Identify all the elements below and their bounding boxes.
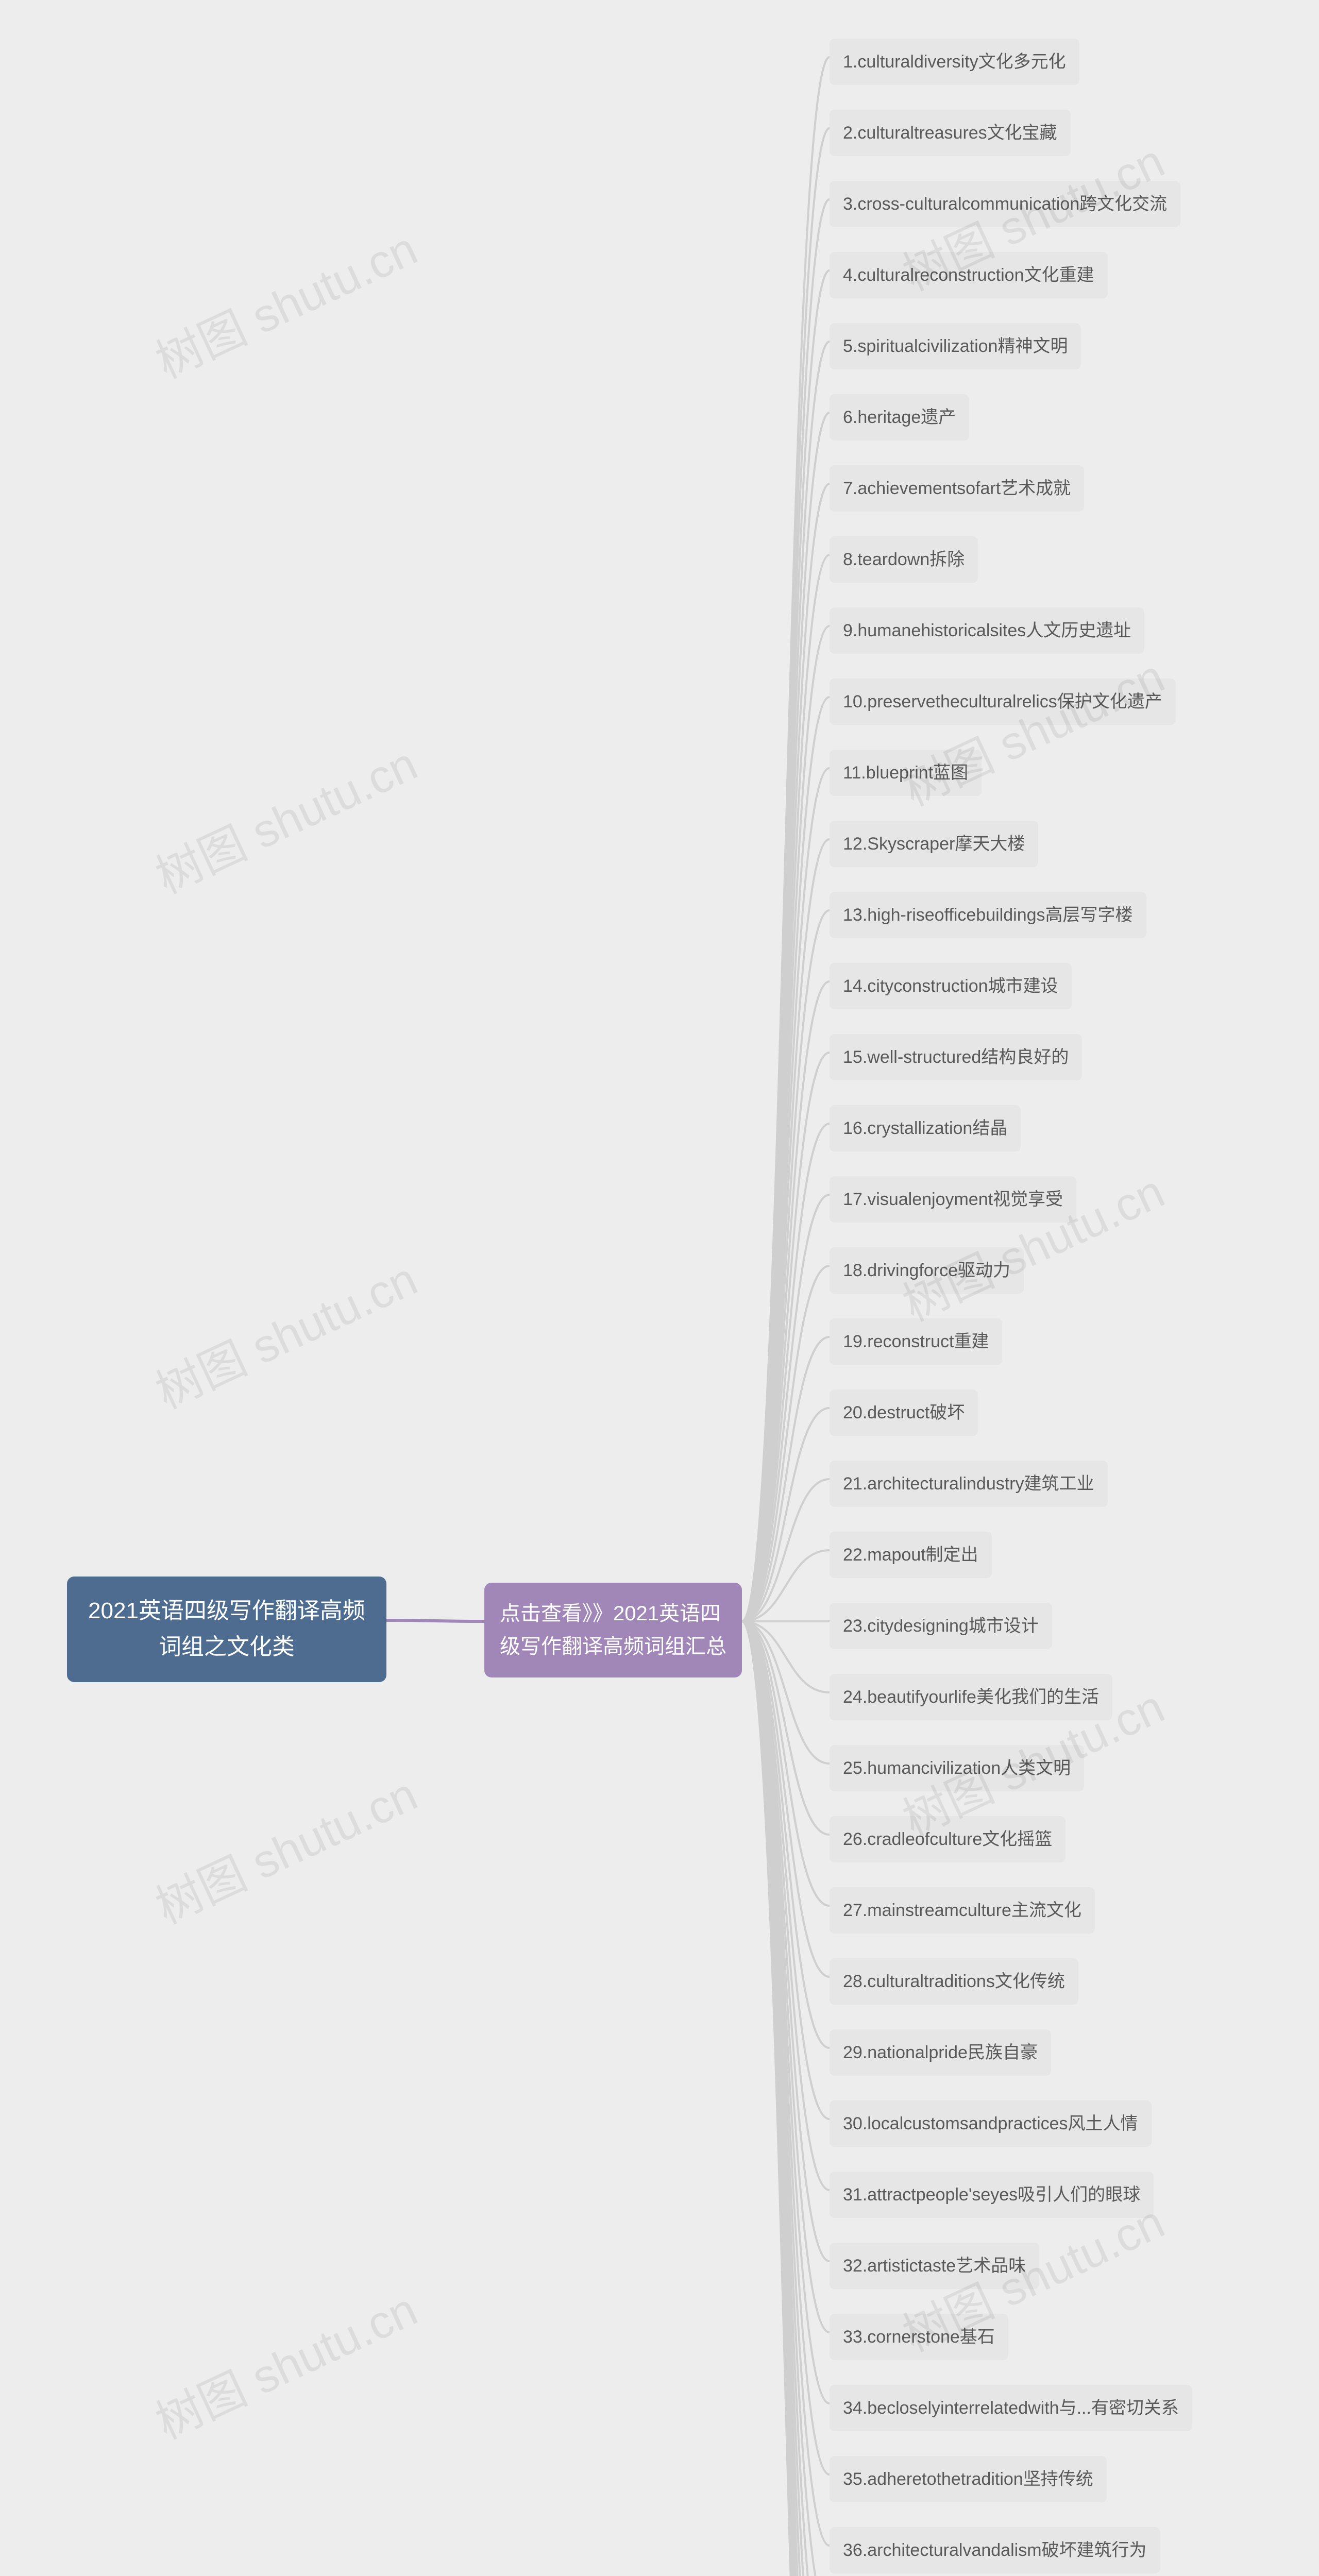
leaf-node[interactable]: 25.humancivilization人类文明 [830, 1745, 1084, 1791]
leaf-node[interactable]: 13.high-riseofficebuildings高层写字楼 [830, 892, 1146, 938]
leaf-node[interactable]: 11.blueprint蓝图 [830, 750, 982, 796]
leaf-label: 36.architecturalvandalism破坏建筑行为 [843, 2536, 1147, 2564]
leaf-label: 21.architecturalindustry建筑工业 [843, 1470, 1094, 1498]
leaf-label: 25.humancivilization人类文明 [843, 1754, 1071, 1782]
leaf-label: 9.humanehistoricalsites人文历史遗址 [843, 617, 1131, 645]
leaf-node[interactable]: 21.architecturalindustry建筑工业 [830, 1461, 1108, 1507]
leaf-label: 23.citydesigning城市设计 [843, 1612, 1039, 1640]
leaf-label: 4.culturalreconstruction文化重建 [843, 261, 1094, 289]
leaf-label: 3.cross-culturalcommunication跨文化交流 [843, 190, 1167, 218]
leaf-node[interactable]: 18.drivingforce驱动力 [830, 1247, 1024, 1294]
leaf-node[interactable]: 30.localcustomsandpractices风土人情 [830, 2100, 1152, 2147]
leaf-node[interactable]: 28.culturaltraditions文化传统 [830, 1958, 1078, 2005]
leaf-node[interactable]: 9.humanehistoricalsites人文历史遗址 [830, 607, 1144, 654]
connector [386, 1620, 484, 1621]
leaf-label: 8.teardown拆除 [843, 546, 965, 573]
leaf-label: 24.beautifyourlife美化我们的生活 [843, 1683, 1099, 1711]
leaf-label: 19.reconstruct重建 [843, 1328, 989, 1355]
leaf-node[interactable]: 6.heritage遗产 [830, 394, 969, 440]
leaf-label: 14.cityconstruction城市建设 [843, 972, 1058, 1000]
leaf-label: 5.spiritualcivilization精神文明 [843, 332, 1068, 360]
connector [742, 128, 830, 1621]
leaf-label: 28.culturaltraditions文化传统 [843, 1968, 1065, 1995]
root-label: 2021英语四级写作翻译高频词组之文化类 [82, 1593, 371, 1666]
leaf-label: 11.blueprint蓝图 [843, 759, 968, 787]
leaf-node[interactable]: 36.architecturalvandalism破坏建筑行为 [830, 2527, 1160, 2573]
leaf-node[interactable]: 32.artistictaste艺术品味 [830, 2243, 1039, 2289]
middle-label: 点击查看》》2021英语四级写作翻译高频词组汇总 [500, 1597, 726, 1663]
leaf-node[interactable]: 2.culturaltreasures文化宝藏 [830, 110, 1071, 156]
connector [742, 270, 830, 1621]
leaf-node[interactable]: 27.mainstreamculture主流文化 [830, 1887, 1095, 1934]
leaf-node[interactable]: 26.cradleofculture文化摇篮 [830, 1816, 1066, 1862]
leaf-node[interactable]: 15.well-structured结构良好的 [830, 1034, 1082, 1080]
leaf-node[interactable]: 1.culturaldiversity文化多元化 [830, 39, 1079, 85]
leaf-label: 18.drivingforce驱动力 [843, 1257, 1010, 1284]
leaf-label: 22.mapout制定出 [843, 1541, 978, 1569]
leaf-label: 32.artistictaste艺术品味 [843, 2252, 1026, 2280]
leaf-node[interactable]: 20.destruct破坏 [830, 1389, 978, 1436]
leaf-node[interactable]: 10.preservetheculturalrelics保护文化遗产 [830, 679, 1176, 725]
connector [742, 626, 830, 1621]
leaf-label: 6.heritage遗产 [843, 403, 956, 431]
connector [742, 555, 830, 1621]
middle-node[interactable]: 点击查看》》2021英语四级写作翻译高频词组汇总 [484, 1583, 742, 1677]
mindmap-container: 2021英语四级写作翻译高频词组之文化类 点击查看》》2021英语四级写作翻译高频… [0, 0, 1319, 2576]
leaf-label: 26.cradleofculture文化摇篮 [843, 1825, 1052, 1853]
leaf-node[interactable]: 14.cityconstruction城市建设 [830, 963, 1072, 1009]
leaf-label: 31.attractpeople'seyes吸引人们的眼球 [843, 2181, 1140, 2209]
leaf-node[interactable]: 12.Skyscraper摩天大楼 [830, 821, 1038, 867]
leaf-label: 1.culturaldiversity文化多元化 [843, 48, 1066, 76]
leaf-node[interactable]: 34.becloselyinterrelatedwith与...有密切关系 [830, 2385, 1192, 2431]
leaf-label: 12.Skyscraper摩天大楼 [843, 830, 1025, 858]
leaf-label: 34.becloselyinterrelatedwith与...有密切关系 [843, 2394, 1179, 2422]
leaf-node[interactable]: 17.visualenjoyment视觉享受 [830, 1176, 1076, 1223]
leaf-node[interactable]: 5.spiritualcivilization精神文明 [830, 323, 1081, 369]
leaf-label: 17.visualenjoyment视觉享受 [843, 1185, 1063, 1213]
leaf-node[interactable]: 23.citydesigning城市设计 [830, 1603, 1052, 1649]
leaf-label: 35.adheretothetradition坚持传统 [843, 2465, 1093, 2493]
leaf-label: 33.cornerstone基石 [843, 2323, 995, 2351]
leaf-label: 29.nationalpride民族自豪 [843, 2039, 1038, 2066]
leaf-node[interactable]: 22.mapout制定出 [830, 1532, 992, 1578]
leaf-label: 16.crystallization结晶 [843, 1114, 1007, 1142]
leaf-node[interactable]: 24.beautifyourlife美化我们的生活 [830, 1674, 1112, 1720]
leaf-node[interactable]: 3.cross-culturalcommunication跨文化交流 [830, 181, 1180, 227]
leaf-node[interactable]: 33.cornerstone基石 [830, 2314, 1008, 2360]
leaf-node[interactable]: 31.attractpeople'seyes吸引人们的眼球 [830, 2172, 1154, 2218]
root-node[interactable]: 2021英语四级写作翻译高频词组之文化类 [67, 1577, 386, 1682]
connector [742, 57, 830, 1621]
leaf-node[interactable]: 29.nationalpride民族自豪 [830, 2029, 1051, 2076]
connector [742, 342, 830, 1621]
leaf-node[interactable]: 4.culturalreconstruction文化重建 [830, 252, 1108, 298]
leaf-label: 27.mainstreamculture主流文化 [843, 1896, 1081, 1924]
leaf-label: 7.achievementsofart艺术成就 [843, 474, 1071, 502]
leaf-label: 30.localcustomsandpractices风土人情 [843, 2110, 1138, 2138]
leaf-node[interactable]: 19.reconstruct重建 [830, 1318, 1002, 1365]
leaf-label: 20.destruct破坏 [843, 1399, 965, 1427]
leaf-node[interactable]: 35.adheretothetradition坚持传统 [830, 2456, 1107, 2502]
leaf-node[interactable]: 8.teardown拆除 [830, 536, 978, 583]
leaf-node[interactable]: 16.crystallization结晶 [830, 1105, 1021, 1151]
leaf-label: 13.high-riseofficebuildings高层写字楼 [843, 901, 1133, 929]
leaf-label: 2.culturaltreasures文化宝藏 [843, 119, 1057, 147]
leaf-node[interactable]: 7.achievementsofart艺术成就 [830, 465, 1084, 512]
leaf-label: 10.preservetheculturalrelics保护文化遗产 [843, 688, 1162, 716]
leaf-label: 15.well-structured结构良好的 [843, 1043, 1069, 1071]
